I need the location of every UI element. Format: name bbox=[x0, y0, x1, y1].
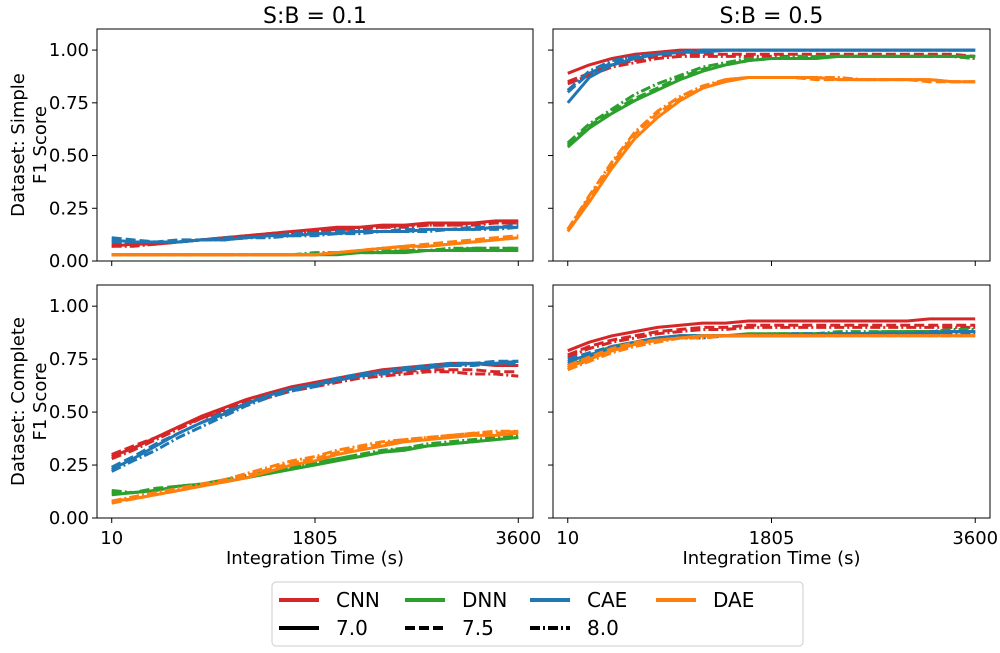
x-tick-label: 10 bbox=[100, 528, 123, 549]
series-line-dnn-8-0 bbox=[566, 54, 976, 145]
x-axis-label: Integration Time (s) bbox=[682, 548, 860, 569]
y-tick-label: 1.00 bbox=[49, 296, 89, 317]
legend-entry-7-0: 7.0 bbox=[279, 616, 368, 640]
series-line-dnn-7-5 bbox=[566, 54, 976, 147]
y-tick-label: 0.75 bbox=[49, 93, 89, 114]
legend-entry-7-5: 7.5 bbox=[405, 616, 494, 640]
legend-label: 8.0 bbox=[587, 616, 619, 640]
legend-label: DNN bbox=[462, 588, 507, 612]
y-tick-label: 0.00 bbox=[49, 508, 89, 529]
series-line-cae-8-0 bbox=[566, 48, 976, 92]
chart-panels: 0.00 0.25 0.50 0.75 1.00 S:B = 0.1 Dataset: Si… bbox=[8, 4, 998, 569]
y-tick-label: 0.50 bbox=[49, 402, 89, 423]
legend: CNN DNN CAE DAE 7.0 7.5 8.0 bbox=[271, 581, 804, 647]
series-line-dnn-8-0 bbox=[567, 328, 976, 367]
series-line-cae-8-0 bbox=[111, 225, 519, 244]
legend-label: DAE bbox=[713, 588, 754, 612]
panel-r0-c1: S:B = 0.5 bbox=[548, 4, 991, 266]
legend-label: 7.5 bbox=[462, 616, 494, 640]
x-tick-label: 3600 bbox=[495, 528, 541, 549]
y-axis-label: Dataset: SimpleF1 Score bbox=[8, 73, 51, 217]
series-line-cnn-7-0 bbox=[567, 317, 976, 353]
y-tick-label: 0.50 bbox=[49, 146, 89, 167]
series-line-cnn-8-0 bbox=[567, 325, 976, 359]
series-lines bbox=[566, 48, 976, 233]
axes-frame bbox=[96, 284, 534, 519]
y-tick-label: 0.75 bbox=[49, 349, 89, 370]
column-title: S:B = 0.1 bbox=[263, 4, 367, 29]
series-lines bbox=[567, 317, 976, 372]
panel-r0-c0: 0.00 0.25 0.50 0.75 1.00 S:B = 0.1 Dataset: Si… bbox=[8, 4, 534, 272]
y-axis-label: Dataset: CompleteF1 Score bbox=[8, 317, 51, 486]
x-axis-label: Integration Time (s) bbox=[226, 548, 404, 569]
legend-entry-cae: CAE bbox=[530, 588, 627, 612]
y-tick-label: 0.25 bbox=[49, 455, 89, 476]
y-tick-label: 0.00 bbox=[49, 251, 89, 272]
legend-label: 7.0 bbox=[336, 616, 368, 640]
series-line-dae-8-0 bbox=[111, 236, 519, 257]
legend-entry-dae: DAE bbox=[656, 588, 754, 612]
y-tick-label: 1.00 bbox=[49, 40, 89, 61]
series-line-dae-7-0 bbox=[111, 431, 519, 503]
series-line-cnn-7-5 bbox=[567, 323, 976, 357]
series-line-cae-7-5 bbox=[111, 359, 519, 469]
legend-entry-8-0: 8.0 bbox=[530, 616, 619, 640]
series-line-cnn-7-5 bbox=[567, 52, 976, 84]
panel-r1-c1: 10 1805 3600 Integration Time (s) bbox=[548, 284, 998, 569]
series-line-cae-7-0 bbox=[111, 359, 519, 471]
legend-entry-dnn: DNN bbox=[405, 588, 507, 612]
series-line-dae-8-0 bbox=[567, 334, 976, 372]
series-line-dnn-8-0 bbox=[111, 246, 519, 257]
column-title: S:B = 0.5 bbox=[720, 4, 824, 29]
series-line-dae-8-0 bbox=[111, 429, 519, 503]
series-line-cnn-8-0 bbox=[111, 221, 519, 248]
series-lines bbox=[111, 219, 519, 257]
legend-entry-cnn: CNN bbox=[279, 588, 380, 612]
x-tick-label: 1805 bbox=[292, 528, 338, 549]
legend-label: CNN bbox=[336, 588, 380, 612]
x-tick-label: 3600 bbox=[952, 528, 998, 549]
series-line-cae-7-5 bbox=[111, 223, 519, 244]
panel-r1-c0: 0.00 0.25 0.50 0.75 1.00 10 1805 3600 Integratio… bbox=[8, 284, 541, 569]
y-tick-label: 0.25 bbox=[49, 198, 89, 219]
series-line-dae-8-0 bbox=[566, 76, 976, 231]
x-tick-label: 10 bbox=[556, 528, 579, 549]
x-tick-label: 1805 bbox=[749, 528, 795, 549]
series-line-cae-8-0 bbox=[111, 361, 519, 473]
legend-label: CAE bbox=[587, 588, 627, 612]
series-line-dnn-8-0 bbox=[111, 433, 519, 495]
series-lines bbox=[111, 359, 519, 505]
